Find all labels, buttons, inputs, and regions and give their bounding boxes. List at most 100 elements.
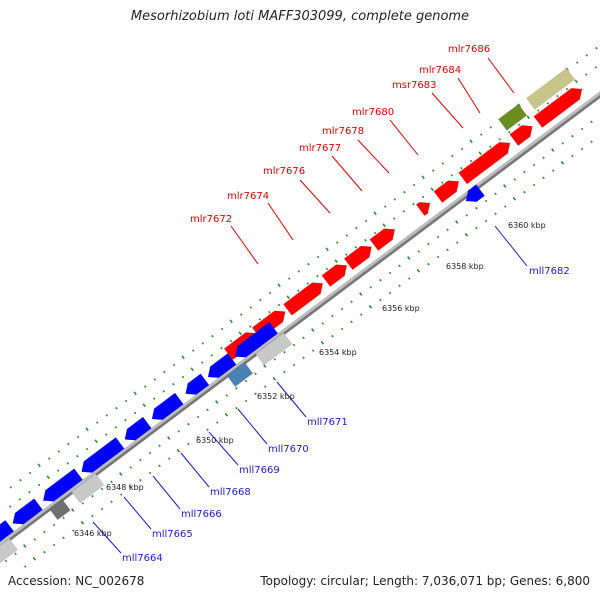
tick-mark — [181, 375, 185, 379]
gene-mll7666[interactable] — [124, 416, 152, 441]
tick-mark — [297, 270, 301, 273]
gene-label-mlr7684[interactable]: mlr7684 — [419, 65, 461, 76]
gene-next-1[interactable] — [509, 125, 533, 146]
tick-mark — [306, 282, 310, 285]
tick-mark — [398, 284, 401, 288]
tick-mark — [200, 361, 204, 364]
gene-label-mll7665[interactable]: mll7665 — [152, 529, 193, 540]
tick-mark — [110, 500, 113, 504]
tick-mark — [575, 61, 579, 64]
gene-label-mll7671[interactable]: mll7671 — [307, 417, 348, 428]
tick-mark — [67, 442, 70, 446]
gene-label-mll7668[interactable]: mll7668 — [210, 487, 251, 498]
tick-mark — [57, 450, 61, 453]
tick-mark — [105, 414, 109, 417]
gene-label-mlr7678[interactable]: mlr7678 — [322, 126, 364, 137]
gene-label-mll7682[interactable]: mll7682 — [529, 266, 570, 277]
tick-mark — [446, 228, 449, 232]
tick-mark — [355, 226, 358, 230]
tick-mark — [556, 94, 559, 98]
tick-mark — [560, 160, 565, 165]
gene-mlr7680[interactable] — [369, 228, 396, 251]
tick-mark — [187, 422, 190, 426]
gene-mll7664[interactable] — [42, 468, 83, 502]
tick-mark — [512, 196, 517, 201]
gene-label-mll7666[interactable]: mll7666 — [181, 509, 222, 520]
tick-mark — [47, 457, 51, 460]
tick-mark — [340, 307, 344, 311]
gene-label-mlr7676[interactable]: mlr7676 — [263, 166, 305, 177]
gene-mll7665[interactable] — [81, 437, 125, 473]
gene-mlr7678[interactable] — [343, 245, 372, 271]
tick-mark — [239, 313, 243, 316]
gene-label-mll7669[interactable]: mll7669 — [239, 465, 280, 476]
tick-mark — [225, 394, 229, 397]
tick-mark — [316, 274, 319, 278]
tick-mark — [335, 241, 339, 244]
tick-mark — [412, 202, 415, 206]
gene-gray-3[interactable] — [0, 538, 18, 569]
tick-mark — [191, 349, 195, 352]
tick-mark — [148, 451, 152, 455]
gene-mlr7676[interactable] — [283, 282, 324, 316]
tick-mark — [201, 342, 205, 345]
gene-steelblue[interactable] — [226, 361, 254, 387]
kbp-label-6354: 6354 kbp — [319, 348, 357, 357]
gene-gray-2[interactable] — [71, 473, 105, 504]
tick-mark — [368, 304, 373, 309]
tick-mark — [190, 367, 194, 372]
gene-mll7670[interactable] — [207, 353, 237, 379]
kbp-label-6346: 6346 kbp — [74, 529, 112, 538]
tick-mark — [402, 210, 406, 213]
gene-label-mll7670[interactable]: mll7670 — [268, 444, 309, 455]
gene-khaki[interactable] — [526, 67, 576, 110]
tick-mark — [354, 246, 358, 249]
gene-label-mlr7674[interactable]: mlr7674 — [227, 191, 269, 202]
gene-label-mlr7672[interactable]: mlr7672 — [190, 214, 232, 225]
tick-mark — [114, 426, 118, 429]
tick-mark — [503, 184, 507, 188]
gene-mll7668[interactable] — [151, 392, 184, 421]
gene-msr7683[interactable] — [415, 201, 431, 217]
tick-mark — [254, 392, 257, 396]
genome-backbone — [0, 91, 600, 546]
gene-mlr7684[interactable] — [433, 180, 460, 203]
gene-label-mlr7680[interactable]: mlr7680 — [352, 107, 394, 118]
gene-label-mlr7686[interactable]: mlr7686 — [448, 44, 490, 55]
tick-mark — [172, 382, 175, 386]
tick-mark — [91, 514, 94, 518]
tick-mark — [345, 234, 349, 237]
gene-darkgray[interactable] — [48, 498, 71, 521]
tick-mark — [331, 314, 334, 318]
tick-mark — [215, 400, 219, 404]
label-leader-line — [487, 57, 515, 94]
tick-mark — [28, 490, 31, 494]
tick-mark — [229, 319, 233, 324]
gene-mll7682[interactable] — [465, 184, 485, 203]
gene-olive[interactable] — [498, 103, 528, 131]
gene-mlr7686[interactable] — [458, 141, 511, 185]
tick-mark — [229, 339, 233, 343]
tick-mark — [320, 340, 325, 345]
gene-mll7669[interactable] — [185, 373, 210, 395]
tick-mark — [158, 444, 161, 448]
tick-mark — [187, 442, 190, 446]
gene-mll7663[interactable] — [12, 498, 43, 525]
gene-mll7662[interactable] — [0, 519, 15, 550]
gene-label-msr7683[interactable]: msr7683 — [392, 80, 437, 91]
gene-mlr7677[interactable] — [321, 264, 348, 287]
tick-mark — [488, 145, 492, 148]
gene-mll7671a[interactable] — [234, 321, 279, 358]
tick-mark — [259, 298, 262, 302]
tick-mark — [484, 219, 488, 223]
label-leader-line — [299, 179, 331, 214]
gene-next-2[interactable] — [533, 87, 583, 128]
gene-gray-1[interactable] — [255, 332, 293, 366]
tick-mark — [307, 262, 310, 266]
tick-mark — [590, 120, 593, 124]
gene-label-mlr7677[interactable]: mlr7677 — [299, 143, 341, 154]
tick-mark — [176, 448, 181, 453]
label-leader-line — [208, 431, 239, 466]
gene-label-mll7664[interactable]: mll7664 — [122, 553, 163, 564]
tick-mark — [14, 552, 17, 556]
